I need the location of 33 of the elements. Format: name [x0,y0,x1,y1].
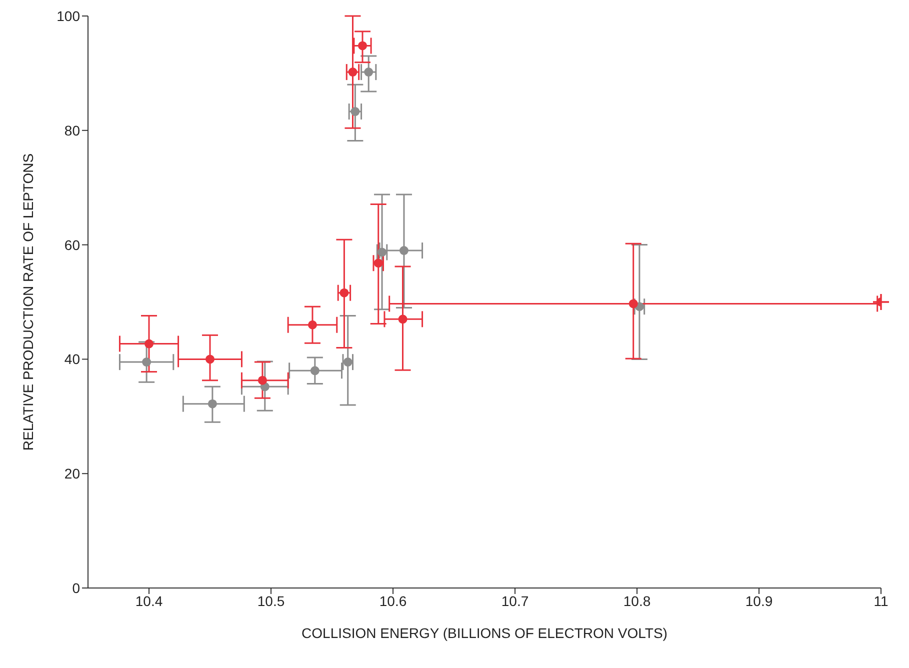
x-tick-label: 10.8 [623,592,651,609]
x-axis-title: COLLISION ENERGY (BILLIONS OF ELECTRON VOLTS) [302,625,668,641]
point [628,299,638,308]
x-tick-label: 10.4 [135,592,163,609]
point [378,248,387,257]
point [374,258,383,268]
point [350,107,360,116]
point [206,354,214,364]
point [310,366,320,376]
x-tick-label: 10.5 [257,592,285,609]
point [398,314,408,324]
x-tick-label: 10.9 [745,592,773,609]
point [343,358,352,367]
x-tick-label: 10.6 [379,592,407,609]
y-axis-title: RELATIVE PRODUCTION RATE OF LEPTONS [20,153,36,451]
y-tick-label: 20 [64,466,80,482]
point [364,68,374,77]
point [340,288,349,298]
x-tick-label: 11 [874,592,888,609]
y-tick-label: 40 [64,351,80,368]
point [208,399,217,408]
y-tick-label: 60 [64,236,80,253]
y-tick-label: 0 [72,580,80,596]
y-tick-label: 100 [56,8,80,24]
point [399,246,408,256]
x-tick-label: 10.7 [501,592,529,609]
point [144,339,154,348]
point [348,68,358,77]
point [358,41,367,50]
point [258,376,267,385]
point [308,320,317,330]
y-tick-label: 80 [64,122,80,138]
point [142,358,152,367]
